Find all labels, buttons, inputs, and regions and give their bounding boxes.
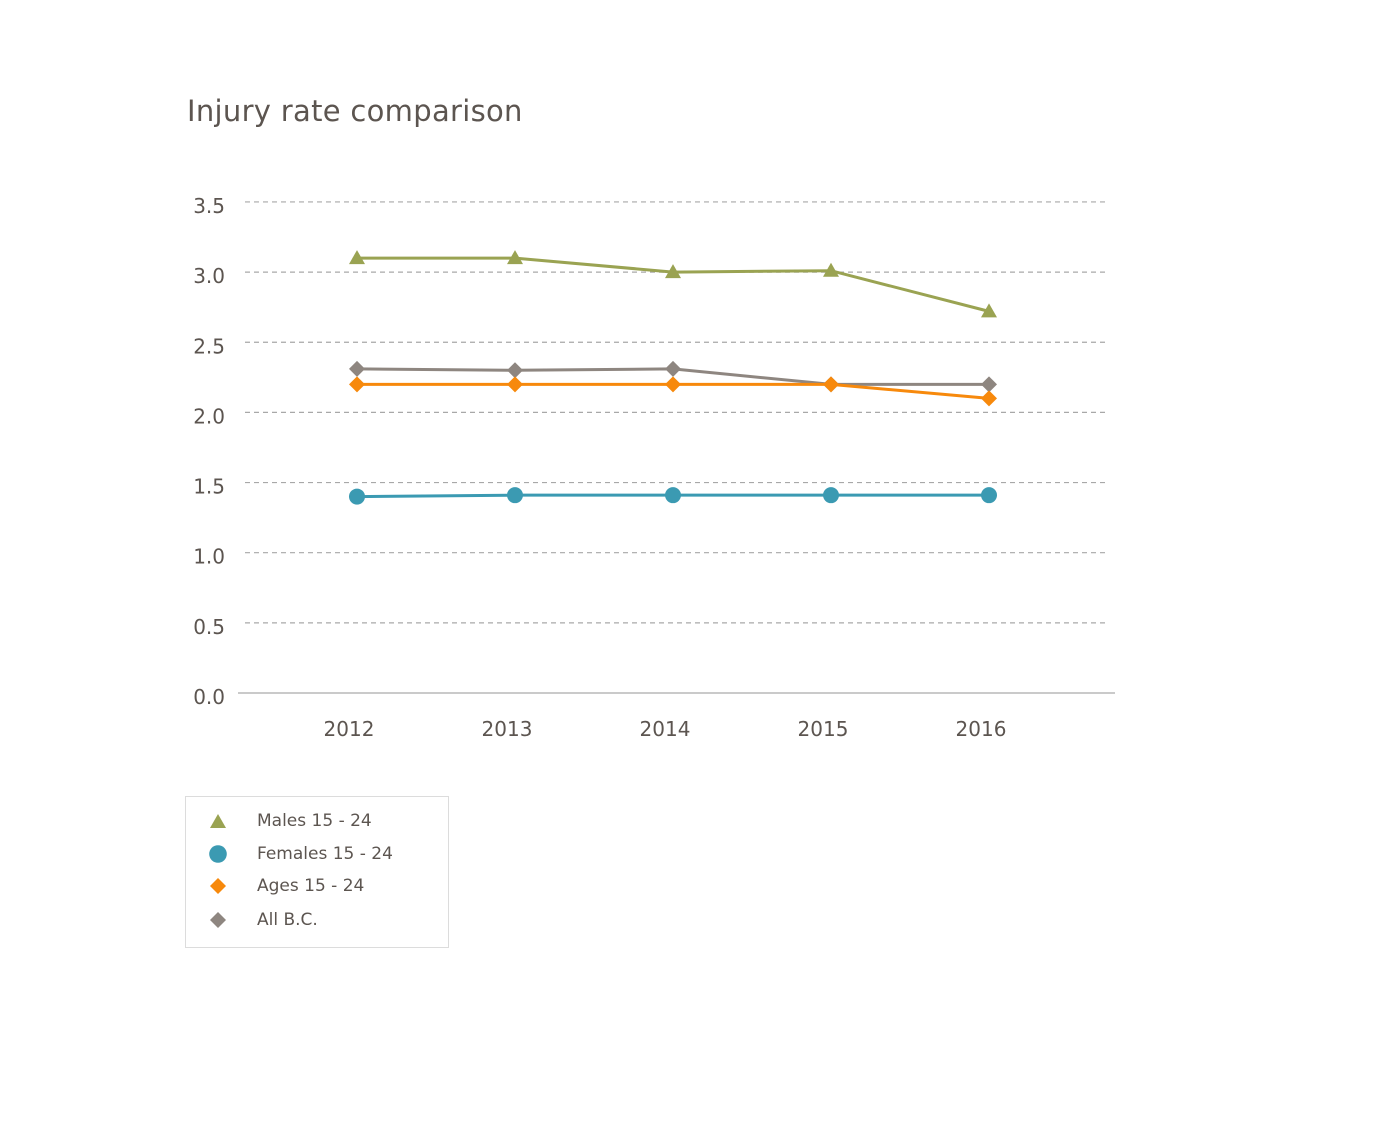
legend-item[interactable]: All B.C.: [206, 908, 318, 932]
legend-item[interactable]: Ages 15 - 24: [206, 874, 364, 898]
y-tick-label: 1.0: [193, 545, 225, 569]
data-point[interactable]: [507, 376, 523, 393]
data-point[interactable]: [981, 487, 997, 504]
x-tick-label: 2015: [798, 717, 849, 741]
y-tick-label: 0.0: [193, 685, 225, 709]
triangle-marker-icon: [210, 814, 226, 828]
data-point[interactable]: [665, 264, 681, 279]
data-point[interactable]: [665, 360, 681, 377]
diamond-marker-icon: [210, 878, 226, 894]
y-tick-label: 2.0: [193, 404, 225, 428]
x-tick-label: 2013: [482, 717, 533, 741]
legend-label: Males 15 - 24: [257, 811, 372, 831]
data-point[interactable]: [349, 360, 365, 377]
legend-label: Ages 15 - 24: [257, 876, 365, 896]
data-point[interactable]: [981, 376, 997, 393]
y-tick-label: 1.5: [193, 475, 225, 499]
data-point[interactable]: [507, 487, 523, 504]
data-point[interactable]: [507, 362, 523, 379]
data-point[interactable]: [823, 487, 839, 504]
legend-item[interactable]: Males 15 - 24: [206, 809, 372, 833]
legend-item[interactable]: Females 15 - 24: [206, 842, 393, 866]
data-point[interactable]: [981, 390, 997, 407]
y-tick-label: 0.5: [193, 615, 225, 639]
chart-title: Injury rate comparison: [187, 94, 523, 128]
y-tick-label: 2.5: [193, 334, 225, 358]
x-tick-label: 2012: [324, 717, 375, 741]
data-point[interactable]: [823, 376, 839, 393]
series-ages-15-24: [349, 376, 997, 407]
circle-marker-icon: [209, 845, 227, 863]
diamond-marker-icon: [210, 912, 226, 928]
legend-label: All B.C.: [257, 910, 318, 930]
y-tick-label: 3.0: [193, 264, 225, 288]
series-females-15-24: [349, 487, 997, 505]
data-point[interactable]: [981, 303, 997, 318]
data-point[interactable]: [665, 376, 681, 393]
data-point[interactable]: [823, 262, 839, 277]
data-point[interactable]: [349, 488, 365, 505]
legend: Males 15 - 24 Females 15 - 24 Ages 15 - 24…: [185, 796, 449, 948]
y-tick-label: 3.5: [193, 194, 225, 218]
data-point[interactable]: [349, 250, 365, 265]
legend-label: Females 15 - 24: [257, 844, 393, 864]
data-point[interactable]: [665, 487, 681, 504]
x-tick-label: 2016: [956, 717, 1007, 741]
series-males-15-24: [349, 250, 997, 318]
data-point[interactable]: [507, 250, 523, 265]
x-tick-label: 2014: [640, 717, 691, 741]
data-point[interactable]: [349, 376, 365, 393]
